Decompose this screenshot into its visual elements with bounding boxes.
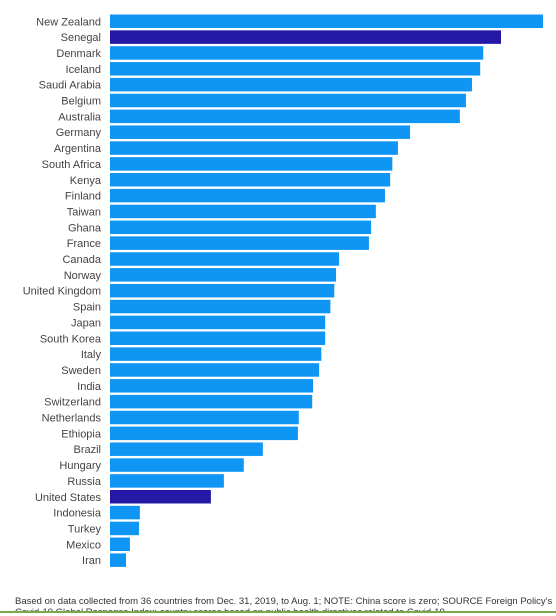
bar-united-kingdom	[110, 283, 335, 298]
chart-footnote: Based on data collected from 36 countrie…	[15, 597, 553, 611]
category-label-denmark: Denmark	[56, 48, 101, 60]
category-label-italy: Italy	[81, 349, 102, 361]
bar-chart: New Zealand Senegal Denmark Iceland Saudi Ar…	[23, 14, 543, 567]
bar-iceland	[110, 62, 481, 76]
category-label-germany: Germany	[56, 127, 102, 139]
category-label-ghana: Ghana	[68, 222, 102, 234]
bar-netherlands	[110, 410, 299, 425]
bar-denmark	[110, 46, 484, 60]
bar-ghana	[110, 220, 372, 235]
bar-russia	[110, 474, 224, 488]
category-label-turkey: Turkey	[68, 523, 102, 535]
bar-belgium	[110, 93, 466, 108]
category-label-united-kingdom: United Kingdom	[23, 286, 101, 298]
category-label-saudi-arabia: Saudi Arabia	[39, 80, 102, 92]
category-label-india: India	[77, 381, 102, 393]
category-label-finland: Finland	[65, 191, 101, 203]
category-label-sweden: Sweden	[61, 365, 101, 377]
bar-france	[110, 236, 369, 250]
bar-brazil	[110, 442, 263, 456]
bar-switzerland	[110, 394, 313, 409]
bar-india	[110, 379, 314, 393]
category-label-netherlands: Netherlands	[42, 413, 102, 425]
category-label-norway: Norway	[64, 270, 102, 282]
bar-finland	[110, 188, 385, 203]
bar-ethiopia	[110, 426, 298, 441]
bar-iran	[110, 553, 127, 567]
bottom-divider	[0, 611, 556, 613]
bar-hungary	[110, 458, 244, 472]
category-label-russia: Russia	[67, 476, 102, 488]
bar-sweden	[110, 363, 320, 377]
bar-germany	[110, 125, 411, 139]
bar-japan	[110, 315, 326, 330]
bar-norway	[110, 268, 337, 282]
bar-taiwan	[110, 204, 376, 219]
category-label-canada: Canada	[62, 254, 101, 266]
category-label-hungary: Hungary	[59, 460, 101, 472]
bar-south-africa	[110, 157, 393, 171]
category-label-new-zealand: New Zealand	[36, 16, 101, 28]
category-label-argentina: Argentina	[54, 143, 102, 155]
bar-mexico	[110, 537, 130, 552]
category-label-kenya: Kenya	[70, 175, 102, 187]
bar-senegal	[110, 30, 501, 44]
bar-argentina	[110, 141, 398, 155]
bar-italy	[110, 347, 322, 361]
bar-south-korea	[110, 331, 326, 345]
category-label-brazil: Brazil	[73, 444, 101, 456]
category-label-australia: Australia	[58, 111, 102, 123]
bar-turkey	[110, 521, 140, 536]
category-label-spain: Spain	[73, 302, 101, 314]
bar-spain	[110, 299, 331, 314]
bar-australia	[110, 109, 460, 124]
bar-united-states	[110, 490, 211, 504]
bar-canada	[110, 252, 340, 266]
bar-kenya	[110, 173, 391, 187]
category-label-belgium: Belgium	[61, 96, 101, 108]
category-label-taiwan: Taiwan	[67, 206, 101, 218]
category-label-switzerland: Switzerland	[44, 397, 101, 409]
category-label-senegal: Senegal	[61, 32, 101, 44]
category-label-ethiopia: Ethiopia	[61, 428, 102, 440]
category-label-iran: Iran	[82, 555, 101, 567]
category-label-south-korea: South Korea	[40, 333, 102, 345]
category-label-mexico: Mexico	[66, 539, 101, 551]
category-label-indonesia: Indonesia	[53, 508, 102, 520]
bar-indonesia	[110, 505, 140, 520]
category-label-france: France	[67, 238, 101, 250]
category-label-japan: Japan	[71, 317, 101, 329]
bar-new-zealand	[110, 14, 543, 28]
category-label-united-states: United States	[35, 492, 102, 504]
category-label-iceland: Iceland	[66, 64, 101, 76]
bar-saudi-arabia	[110, 77, 472, 92]
category-label-south-africa: South Africa	[42, 159, 102, 171]
